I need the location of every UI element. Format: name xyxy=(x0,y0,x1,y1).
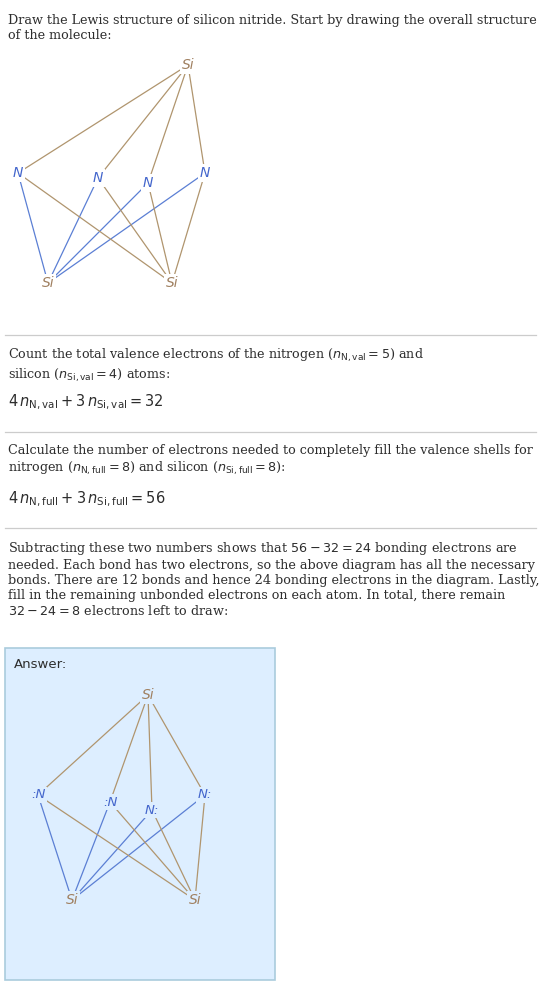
Text: N: N xyxy=(200,166,210,180)
Text: N:: N: xyxy=(145,804,159,816)
Text: Si: Si xyxy=(182,58,194,72)
Text: Calculate the number of electrons needed to completely fill the valence shells f: Calculate the number of electrons needed… xyxy=(8,444,533,476)
Text: Si: Si xyxy=(166,276,179,290)
Text: N:: N: xyxy=(198,789,212,802)
Text: Si: Si xyxy=(189,893,201,907)
Text: $4\,n_{\mathrm{N,val}} + 3\,n_{\mathrm{Si,val}} = 32$: $4\,n_{\mathrm{N,val}} + 3\,n_{\mathrm{S… xyxy=(8,393,164,412)
Text: N: N xyxy=(143,176,153,190)
Text: Answer:: Answer: xyxy=(14,658,67,671)
Text: N: N xyxy=(13,166,23,180)
Text: $4\,n_{\mathrm{N,full}} + 3\,n_{\mathrm{Si,full}} = 56$: $4\,n_{\mathrm{N,full}} + 3\,n_{\mathrm{… xyxy=(8,490,166,510)
Text: Subtracting these two numbers shows that $56 - 32 = 24$ bonding electrons are
ne: Subtracting these two numbers shows that… xyxy=(8,540,539,618)
Text: Si: Si xyxy=(65,893,78,907)
Text: N: N xyxy=(93,171,103,185)
Text: Count the total valence electrons of the nitrogen ($n_{\mathrm{N,val}}=5$) and
s: Count the total valence electrons of the… xyxy=(8,347,424,384)
Text: Si: Si xyxy=(42,276,54,290)
Text: Draw the Lewis structure of silicon nitride. Start by drawing the overall struct: Draw the Lewis structure of silicon nitr… xyxy=(8,14,537,42)
FancyBboxPatch shape xyxy=(5,648,275,980)
Text: :N: :N xyxy=(31,789,45,802)
Text: :N: :N xyxy=(103,796,117,809)
Text: Si: Si xyxy=(142,688,154,702)
